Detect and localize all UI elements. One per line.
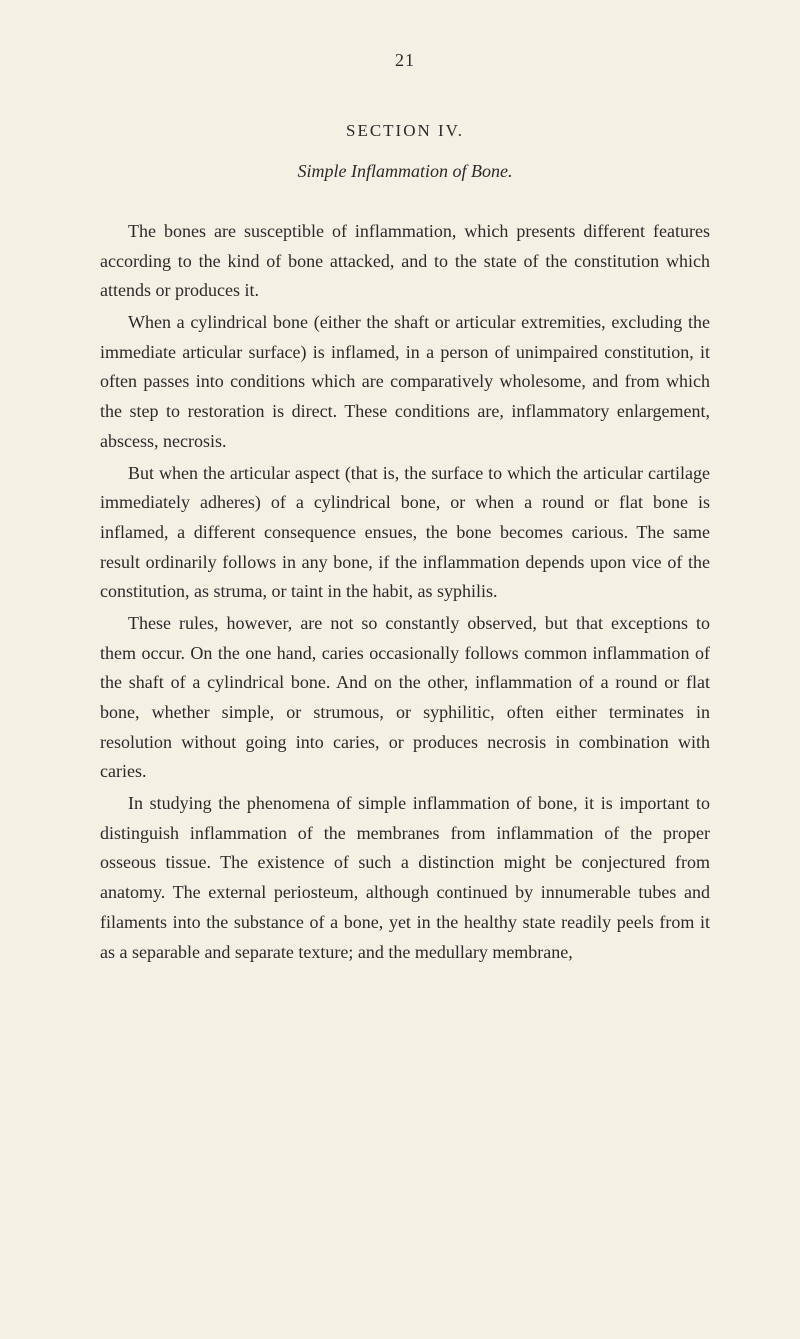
- section-title: SECTION IV.: [100, 121, 710, 141]
- body-paragraph: When a cylindrical bone (either the shaf…: [100, 308, 710, 456]
- body-paragraph: The bones are susceptible of inflammatio…: [100, 217, 710, 306]
- body-paragraph: But when the articular aspect (that is, …: [100, 459, 710, 607]
- page-number: 21: [100, 50, 710, 71]
- body-paragraph: In studying the phenomena of simple infl…: [100, 789, 710, 967]
- section-subtitle: Simple Inflammation of Bone.: [100, 161, 710, 182]
- body-paragraph: These rules, however, are not so constan…: [100, 609, 710, 787]
